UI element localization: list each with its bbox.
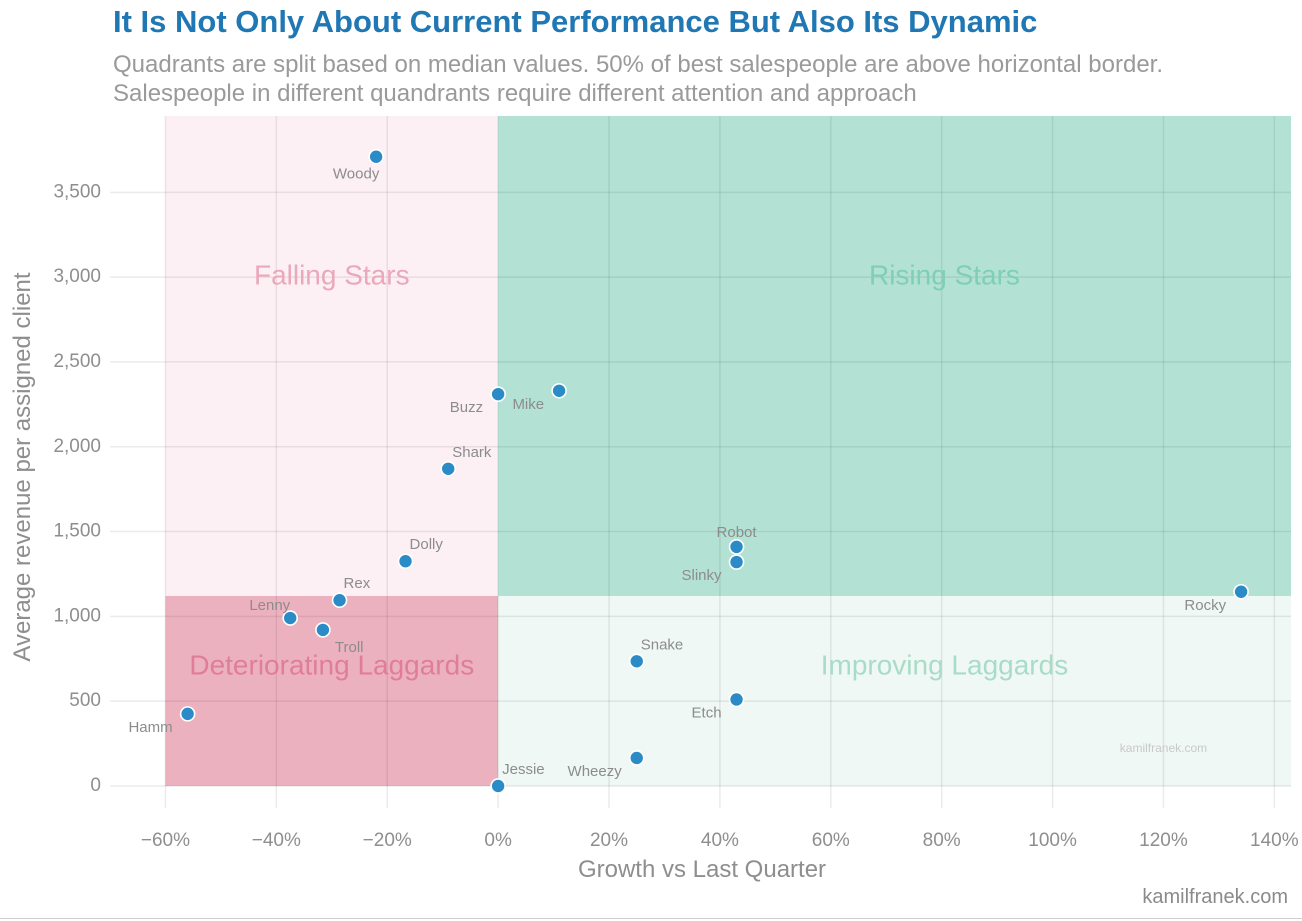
y-tick-label-7: 3,500	[53, 181, 101, 202]
quadrant-label-0: Falling Stars	[254, 260, 410, 291]
x-tick-label-1: −40%	[252, 830, 301, 851]
x-tick-label-7: 80%	[923, 830, 961, 851]
x-tick-label-5: 40%	[701, 830, 739, 851]
point-label-shark: Shark	[452, 444, 492, 461]
quadrant-bg-2	[165, 595, 499, 786]
x-tick-label-3: 0%	[484, 830, 512, 851]
point-label-snake: Snake	[641, 636, 684, 653]
point-label-woody: Woody	[333, 166, 380, 183]
point-hamm	[179, 706, 196, 722]
point-label-robot: Robot	[717, 524, 758, 541]
quadrant-label-3: Improving Laggards	[821, 650, 1068, 681]
point-label-lenny: Lenny	[249, 597, 290, 614]
quadrant-bg-1	[498, 116, 1291, 596]
y-tick-label-4: 2,000	[53, 436, 101, 457]
point-robot	[728, 539, 745, 555]
point-label-jessie: Jessie	[502, 761, 545, 778]
point-label-hamm: Hamm	[128, 719, 172, 736]
quadrant-label-2: Deteriorating Laggards	[189, 650, 474, 681]
quadrant-labels: Falling Stars Rising Stars Deteriorating L…	[189, 260, 1068, 681]
point-label-slinky: Slinky	[682, 567, 723, 584]
point-label-buzz: Buzz	[450, 399, 483, 416]
y-axis-ticks: 0 500 1,000 1,500 2,000 2,500 3,000 3,500	[53, 181, 101, 796]
point-shark	[440, 460, 457, 477]
x-tick-label-6: 60%	[812, 830, 850, 851]
quadrant-bg-3	[498, 595, 1291, 786]
point-rocky	[1233, 583, 1249, 600]
point-label-wheezy: Wheezy	[568, 763, 623, 780]
point-slinky	[728, 554, 745, 570]
x-axis-ticks: −60% −40% −20% 0% 20% 40% 60% 80% 100% 120% 140%	[141, 830, 1299, 851]
point-jessie	[490, 778, 506, 794]
point-dolly	[397, 553, 414, 570]
y-tick-label-0: 0	[90, 775, 101, 796]
x-tick-label-4: 20%	[590, 830, 628, 851]
chart-subtitle-line-1: Quadrants are split based on median valu…	[113, 51, 1163, 78]
point-troll	[315, 622, 331, 638]
point-label-rex: Rex	[344, 575, 371, 592]
x-tick-label-9: 120%	[1139, 830, 1188, 851]
data-point-labels: Woody Buzz Mike Shark Dolly Rex Lenny Troll Hamm…	[128, 166, 1226, 780]
point-lenny	[282, 610, 298, 626]
chart-title: It Is Not Only About Current Performance…	[113, 4, 1038, 39]
x-tick-label-2: −20%	[363, 830, 412, 851]
watermark-text: kamilfranek.com	[1120, 741, 1207, 755]
point-label-troll: Troll	[335, 639, 364, 656]
y-tick-label-3: 1,500	[53, 521, 101, 542]
point-etch	[728, 691, 745, 708]
y-axis-label: Average revenue per assigned client	[9, 272, 36, 661]
chart-subtitle-line-2: Salespeople in different quandrants requ…	[113, 80, 917, 107]
x-tick-label-10: 140%	[1250, 830, 1299, 851]
y-tick-label-6: 3,000	[53, 266, 101, 287]
grid-lines	[110, 116, 1291, 808]
point-wheezy	[628, 750, 645, 766]
point-label-etch: Etch	[692, 704, 722, 721]
point-woody	[368, 148, 384, 165]
point-label-rocky: Rocky	[1184, 597, 1226, 614]
bottom-divider	[0, 918, 1302, 919]
quadrant-backgrounds	[165, 116, 1291, 786]
point-mike	[551, 382, 567, 399]
y-tick-label-5: 2,500	[53, 351, 101, 372]
data-points	[179, 148, 1249, 794]
source-credit: kamilfranek.com	[1142, 886, 1288, 908]
quadrant-label-1: Rising Stars	[869, 260, 1020, 291]
x-axis-label: Growth vs Last Quarter	[578, 856, 826, 883]
watermark: kamilfranek.com	[1120, 741, 1207, 755]
x-tick-label-8: 100%	[1028, 830, 1077, 851]
point-rex	[331, 592, 348, 609]
quadrant-bg-0	[165, 116, 499, 596]
point-label-dolly: Dolly	[410, 536, 444, 553]
point-buzz	[490, 386, 506, 402]
y-tick-label-1: 500	[69, 690, 101, 711]
point-label-mike: Mike	[512, 396, 544, 413]
point-snake	[628, 653, 645, 670]
x-tick-label-0: −60%	[141, 830, 190, 851]
y-tick-label-2: 1,000	[53, 605, 101, 626]
